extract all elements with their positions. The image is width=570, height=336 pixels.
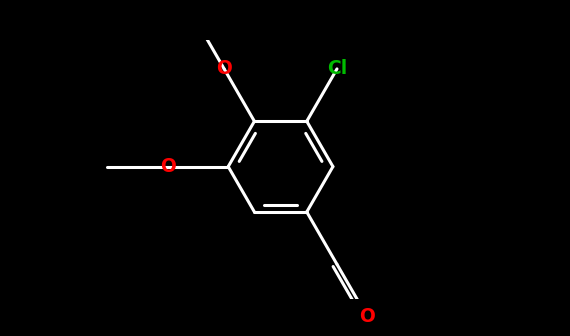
Text: Cl: Cl: [327, 59, 347, 78]
Text: O: O: [160, 157, 176, 176]
Text: O: O: [359, 307, 375, 326]
Text: O: O: [216, 59, 232, 78]
